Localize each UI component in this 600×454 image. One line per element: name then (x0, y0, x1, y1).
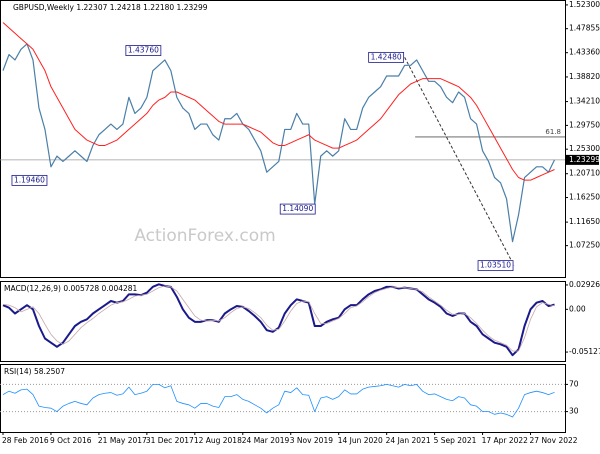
fib-label: 61.8 (545, 128, 561, 136)
x-tick-label: 14 Jun 2020 (338, 436, 383, 445)
y-tick-label: 1.34210 (569, 97, 600, 106)
x-tick-label: 5 Sep 2021 (434, 436, 477, 445)
y-tick-label: 1.20710 (569, 169, 600, 178)
y-tick-label: 0.00 (569, 304, 586, 313)
x-tick-label: 17 Apr 2022 (482, 436, 529, 445)
price-label: 1.03510 (480, 261, 511, 270)
y-tick-label: 0.029261 (569, 280, 600, 289)
price-label: 1.43760 (128, 46, 159, 55)
panel-title: MACD(12,26,9) 0.005728 0.004281 (4, 284, 138, 293)
x-tick-label: 27 Nov 2022 (530, 436, 578, 445)
x-tick-label: 21 May 2017 (98, 436, 147, 445)
y-tick-label: 30 (569, 407, 579, 416)
y-tick-label: 70 (569, 379, 579, 388)
series-line (2, 384, 555, 418)
series-line (2, 43, 556, 243)
plot-area (2, 283, 555, 357)
y-tick-label: -0.051279 (569, 347, 600, 356)
price-label-box (11, 174, 48, 186)
x-tick-label: 28 Feb 2016 (2, 436, 49, 445)
panel-frame (0, 364, 566, 433)
y-tick-label: 1.11650 (569, 217, 600, 226)
y-tick-label: 1.16250 (569, 193, 600, 202)
watermark: ActionForex.com (134, 226, 275, 246)
price-label: 1.14090 (282, 204, 313, 213)
x-tick-label: 31 Dec 2017 (146, 436, 194, 445)
price-label-box (477, 260, 514, 272)
last-price-label: 1.23299 (569, 155, 600, 164)
x-tick-label: 3 Nov 2019 (290, 436, 333, 445)
y-tick-label: 1.25300 (569, 144, 600, 153)
x-tick-label: 9 Oct 2016 (50, 436, 92, 445)
y-tick-label: 1.07250 (569, 241, 600, 250)
plot-area (0, 383, 565, 418)
panel-title: GBPUSD,Weekly 1.22307 1.24218 1.22180 1.… (13, 3, 208, 12)
price-label: 1.42480 (371, 52, 402, 61)
y-tick-label: 1.52300 (569, 0, 600, 9)
y-tick-label: 1.38820 (569, 72, 600, 81)
y-tick-label: 1.43360 (569, 48, 600, 57)
price-label-box (279, 203, 316, 215)
series-line (2, 285, 555, 352)
x-tick-label: 12 Aug 2018 (194, 436, 242, 445)
series-line (2, 22, 555, 181)
x-tick-label: 24 Jan 2021 (386, 436, 431, 445)
last-price-box (566, 154, 599, 165)
panel-frame (0, 281, 566, 362)
price-label: 1.19460 (14, 175, 45, 184)
price-label-box (368, 51, 405, 63)
y-tick-label: 1.47855 (569, 24, 600, 33)
price-label-box (125, 45, 162, 56)
y-tick-label: 1.29750 (569, 120, 600, 129)
trendline (404, 57, 515, 266)
plot-area: ActionForex.com 61.8 (0, 22, 565, 266)
x-tick-label: 24 Mar 2019 (242, 436, 290, 445)
panel-title: RSI(14) 58.2507 (4, 367, 65, 376)
